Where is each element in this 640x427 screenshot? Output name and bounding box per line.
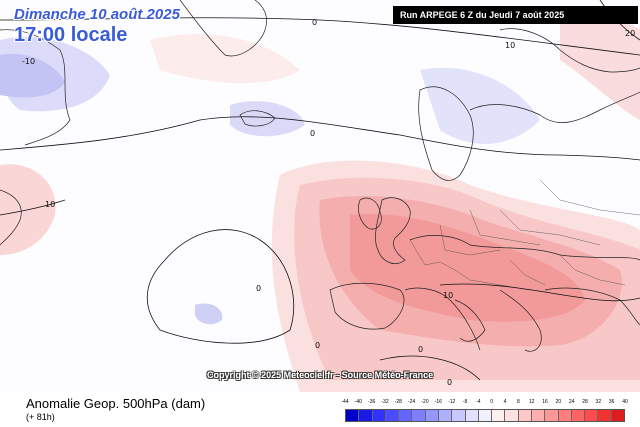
isolines bbox=[0, 0, 640, 381]
legend-color-bar bbox=[345, 409, 625, 422]
legend-tick-label: -20 bbox=[421, 399, 429, 405]
legend-swatch bbox=[598, 410, 612, 421]
isoline-label: 0 bbox=[418, 345, 423, 354]
isoline-label: 0 bbox=[447, 378, 452, 387]
legend-swatch bbox=[518, 410, 532, 421]
isoline-label: 0 bbox=[312, 18, 317, 27]
legend-tick-label: 20 bbox=[555, 399, 562, 405]
legend-tick-label: -12 bbox=[448, 399, 456, 405]
legend-swatch bbox=[505, 410, 519, 421]
isoline-label: -10 bbox=[22, 57, 35, 66]
legend-tick-label: -8 bbox=[462, 399, 468, 405]
isoline-label: 0 bbox=[310, 129, 315, 138]
legend-swatch bbox=[531, 410, 546, 421]
isoline-label: 20 bbox=[625, 29, 635, 38]
lead-time: (+ 81h) bbox=[26, 412, 55, 422]
parameter-title: Anomalie Geop. 500hPa (dam) bbox=[26, 396, 206, 411]
legend-tick-label: 36 bbox=[608, 399, 615, 405]
forecast-time: 17:00 locale bbox=[14, 24, 128, 46]
legend-tick-label: 16 bbox=[542, 399, 548, 405]
coastlines bbox=[0, 0, 640, 352]
negative-anomaly-areas bbox=[0, 36, 540, 325]
legend-swatch bbox=[412, 410, 426, 421]
legend-swatch bbox=[372, 410, 386, 421]
legend-swatch bbox=[399, 410, 413, 421]
legend-swatch bbox=[558, 410, 572, 421]
isoline-label: 10 bbox=[45, 200, 55, 209]
isoline-label: 10 bbox=[505, 41, 515, 50]
legend-tick-label: -28 bbox=[394, 399, 402, 405]
legend-tick-label: 24 bbox=[568, 399, 575, 405]
legend-tick-label: -24 bbox=[408, 399, 416, 405]
legend-swatch bbox=[478, 410, 493, 421]
legend-tick-labels: -44 -40 -36 -32 -28 -24 -20 -16 -12 -8 -4 0 4 8 12 16 20… bbox=[341, 399, 628, 407]
legend-tick-label: 32 bbox=[595, 399, 602, 405]
legend-swatch bbox=[346, 410, 360, 421]
legend-tick-label: 12 bbox=[528, 399, 535, 405]
legend-swatch bbox=[492, 410, 506, 421]
legend-tick-label: 4 bbox=[503, 399, 507, 405]
legend-tick-label: 8 bbox=[516, 399, 520, 405]
legend-tick-label: -16 bbox=[434, 399, 442, 405]
legend-swatch bbox=[452, 410, 466, 421]
legend-swatch bbox=[571, 410, 586, 421]
legend-tick-label: 0 bbox=[490, 399, 494, 405]
legend-tick-label: -32 bbox=[381, 399, 389, 405]
legend-swatch bbox=[425, 410, 439, 421]
isoline-label: 0 bbox=[315, 341, 320, 350]
color-legend: -44 -40 -36 -32 -28 -24 -20 -16 -12 -8 -4 0 4 8 12 16 20… bbox=[341, 399, 628, 422]
copyright-notice: Copyright © 2025 Meteociel.fr - Source M… bbox=[207, 370, 434, 380]
legend-swatch bbox=[465, 410, 479, 421]
isoline-label: 10 bbox=[443, 291, 453, 300]
legend-swatch bbox=[585, 410, 599, 421]
legend-swatch bbox=[545, 410, 559, 421]
legend-tick-label: 40 bbox=[622, 399, 628, 405]
legend-tick-label: -44 bbox=[341, 399, 349, 405]
legend-swatch bbox=[385, 410, 400, 421]
legend-tick-label: 28 bbox=[582, 399, 588, 405]
isoline-label: 0 bbox=[256, 284, 261, 293]
legend-swatch bbox=[359, 410, 373, 421]
legend-tick-label: -36 bbox=[368, 399, 376, 405]
positive-anomaly-areas bbox=[0, 18, 640, 392]
legend-swatch bbox=[438, 410, 453, 421]
legend-swatch bbox=[611, 410, 624, 421]
isoline-labels: 0 10 20 -10 0 10 0 10 0 0 0 bbox=[22, 18, 635, 387]
forecast-date: Dimanche 10 août 2025 bbox=[14, 6, 180, 23]
anomaly-map: 0 10 20 -10 0 10 0 10 0 0 0 bbox=[0, 0, 640, 392]
legend-tick-label: -40 bbox=[354, 399, 362, 405]
legend-tick-label: -4 bbox=[476, 399, 481, 405]
borders bbox=[409, 179, 640, 291]
model-run-banner: Run ARPEGE 6 Z du Jeudi 7 août 2025 bbox=[393, 6, 638, 24]
